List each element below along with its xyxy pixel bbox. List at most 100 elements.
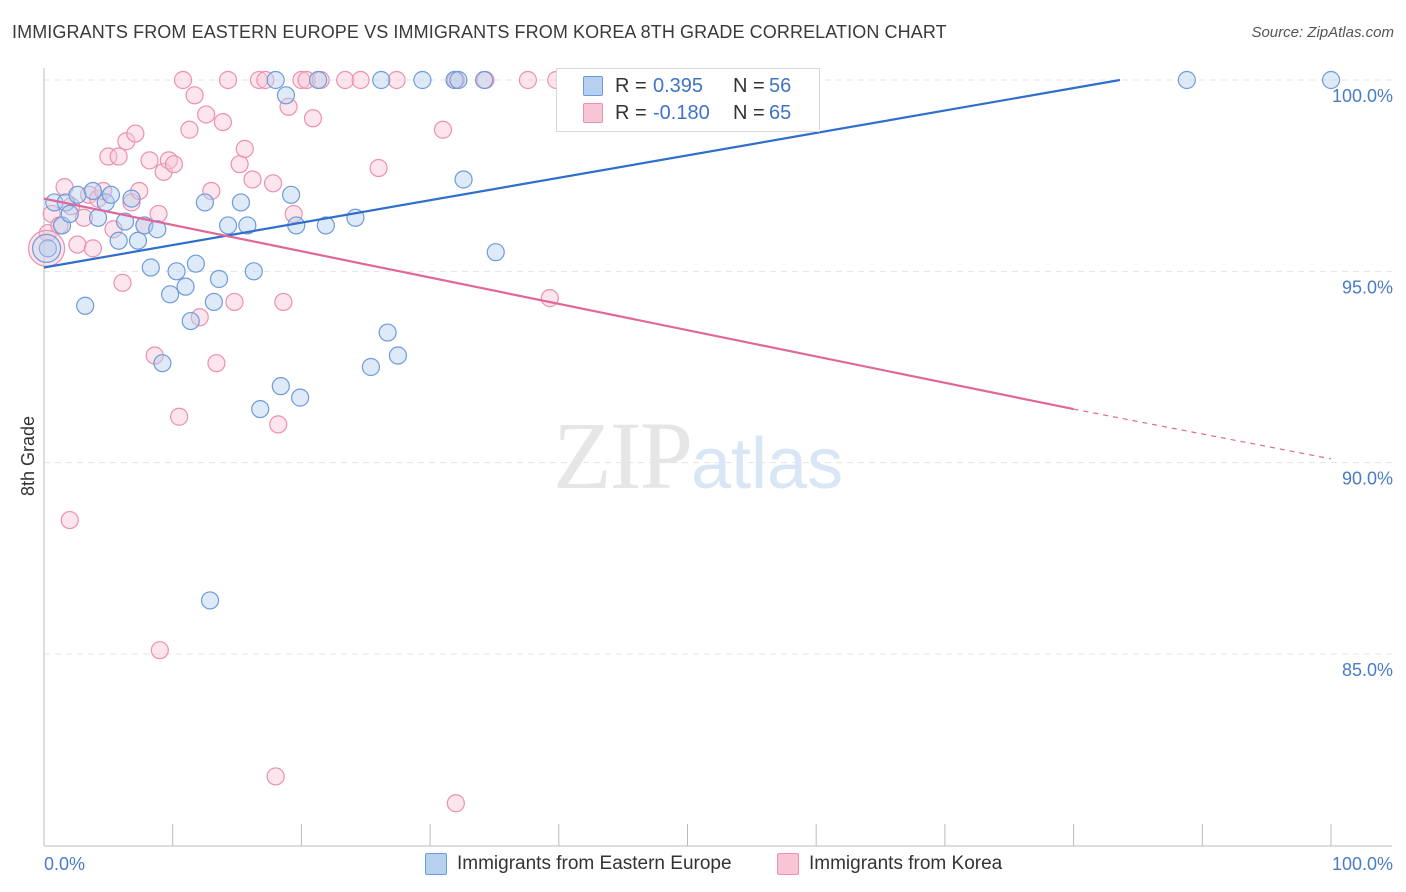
legend-n-label: N = bbox=[733, 74, 765, 97]
korea-point bbox=[185, 86, 204, 105]
korea-point bbox=[197, 105, 216, 124]
eastern-europe-point bbox=[141, 258, 160, 277]
eastern-europe-point bbox=[445, 70, 464, 90]
y-tick-label: 90.0% bbox=[1342, 469, 1393, 489]
eastern-europe-point bbox=[454, 170, 473, 189]
korea-point bbox=[274, 292, 293, 312]
korea-point bbox=[284, 204, 303, 224]
eastern-europe-point bbox=[68, 185, 87, 204]
korea-point bbox=[130, 181, 149, 201]
eastern-europe-point bbox=[231, 193, 251, 212]
korea-point bbox=[518, 70, 538, 90]
korea-point bbox=[230, 155, 249, 174]
legend-swatch-pink bbox=[583, 103, 603, 123]
eastern-europe-point bbox=[378, 323, 397, 342]
eastern-europe-point bbox=[244, 262, 263, 281]
korea-point bbox=[170, 407, 189, 426]
korea-point bbox=[202, 181, 221, 201]
eastern-europe-point bbox=[161, 285, 180, 304]
legend-r-value: 0.395 bbox=[653, 74, 704, 97]
bottom-legend-korea: Immigrants from Korea bbox=[777, 852, 1002, 876]
korea-point bbox=[243, 170, 262, 189]
korea-point bbox=[207, 354, 226, 373]
korea-point bbox=[266, 767, 285, 786]
korea-point bbox=[109, 147, 128, 166]
eastern-europe-point bbox=[209, 269, 229, 289]
eastern-europe-point bbox=[276, 86, 296, 105]
korea-trend-line-extension bbox=[1073, 408, 1332, 460]
legend-r-label: R = bbox=[615, 101, 647, 124]
eastern-europe-point bbox=[449, 70, 468, 90]
bottom-legend-label-eastern-europe: Immigrants from Eastern Europe bbox=[457, 853, 732, 874]
watermark-atlas: atlas bbox=[691, 424, 844, 504]
x-tick-label: 100.0% bbox=[1332, 854, 1393, 874]
eastern-europe-point bbox=[271, 377, 290, 396]
eastern-europe-point bbox=[195, 193, 214, 212]
korea-point bbox=[351, 70, 370, 90]
axes bbox=[43, 68, 1392, 847]
korea-point bbox=[83, 239, 103, 258]
eastern-europe-point bbox=[291, 388, 310, 407]
chart-title: IMMIGRANTS FROM EASTERN EUROPE VS IMMIGR… bbox=[12, 22, 947, 42]
eastern-europe-point bbox=[76, 296, 95, 315]
y-tick-label: 85.0% bbox=[1342, 660, 1393, 680]
korea-point bbox=[140, 151, 159, 170]
legend-n-value: 56 bbox=[769, 74, 792, 97]
eastern-europe-point bbox=[200, 591, 220, 610]
korea-point bbox=[269, 415, 288, 434]
korea-point bbox=[190, 308, 209, 327]
eastern-europe-point bbox=[38, 239, 57, 258]
eastern-europe-point bbox=[167, 262, 186, 281]
korea-point bbox=[369, 158, 388, 178]
korea-point bbox=[180, 120, 199, 139]
eastern-europe-point bbox=[388, 346, 408, 365]
korea-point bbox=[263, 174, 283, 193]
eastern-europe-point bbox=[153, 354, 172, 373]
korea-point bbox=[145, 346, 164, 365]
eastern-europe-point bbox=[266, 70, 285, 90]
eastern-europe-point bbox=[204, 292, 223, 312]
eastern-europe-point bbox=[181, 311, 200, 331]
eastern-europe-point bbox=[309, 70, 328, 90]
eastern-europe-point bbox=[122, 189, 141, 208]
eastern-europe-point bbox=[83, 181, 103, 201]
eastern-europe-point bbox=[109, 231, 128, 250]
legend-swatch-blue bbox=[583, 76, 603, 96]
y-axis-label: 8th Grade bbox=[18, 416, 38, 496]
x-tick-label: 0.0% bbox=[44, 854, 85, 874]
bottom-legend-eastern-europe: Immigrants from Eastern Europe bbox=[425, 852, 732, 876]
eastern-europe-point bbox=[186, 254, 205, 273]
eastern-europe-point bbox=[128, 231, 148, 250]
legend-n-value: 65 bbox=[769, 101, 792, 124]
korea-point bbox=[164, 155, 184, 174]
y-tick-label: 100.0% bbox=[1332, 86, 1393, 106]
korea-point bbox=[218, 70, 238, 90]
korea-point bbox=[213, 112, 232, 132]
korea-point bbox=[433, 120, 453, 139]
stats-legend: R = 0.395 N = 56 R = -0.180 N = 65 bbox=[556, 68, 820, 132]
legend-r-label: R = bbox=[615, 74, 647, 97]
korea-point bbox=[99, 147, 118, 166]
legend-row-korea: R = -0.180 N = 65 bbox=[583, 100, 791, 126]
eastern-europe-point bbox=[101, 185, 121, 204]
korea-point bbox=[225, 292, 244, 312]
korea-point bbox=[446, 794, 465, 813]
korea-point bbox=[68, 235, 87, 254]
korea-point bbox=[336, 70, 355, 90]
watermark-zip: ZIP bbox=[553, 402, 693, 509]
korea-point bbox=[60, 510, 79, 530]
eastern-europe-point bbox=[413, 70, 432, 90]
korea-point bbox=[113, 273, 132, 292]
korea-point bbox=[126, 124, 145, 143]
korea-trend-line bbox=[43, 197, 1074, 411]
bottom-legend-swatch-pink bbox=[777, 853, 799, 875]
source-label: Source: ZipAtlas.com bbox=[1251, 24, 1394, 41]
eastern-europe-point bbox=[486, 243, 505, 262]
korea-point bbox=[74, 208, 93, 227]
tick-labels: 100.0% 95.0% 90.0% 85.0% 0.0% 100.0% 8th Grade bbox=[18, 86, 1393, 874]
eastern-europe-point bbox=[282, 185, 301, 204]
eastern-europe-point bbox=[372, 70, 391, 90]
eastern-europe-point bbox=[1321, 70, 1341, 90]
eastern-europe-points bbox=[31, 70, 1341, 610]
korea-point bbox=[154, 162, 173, 181]
